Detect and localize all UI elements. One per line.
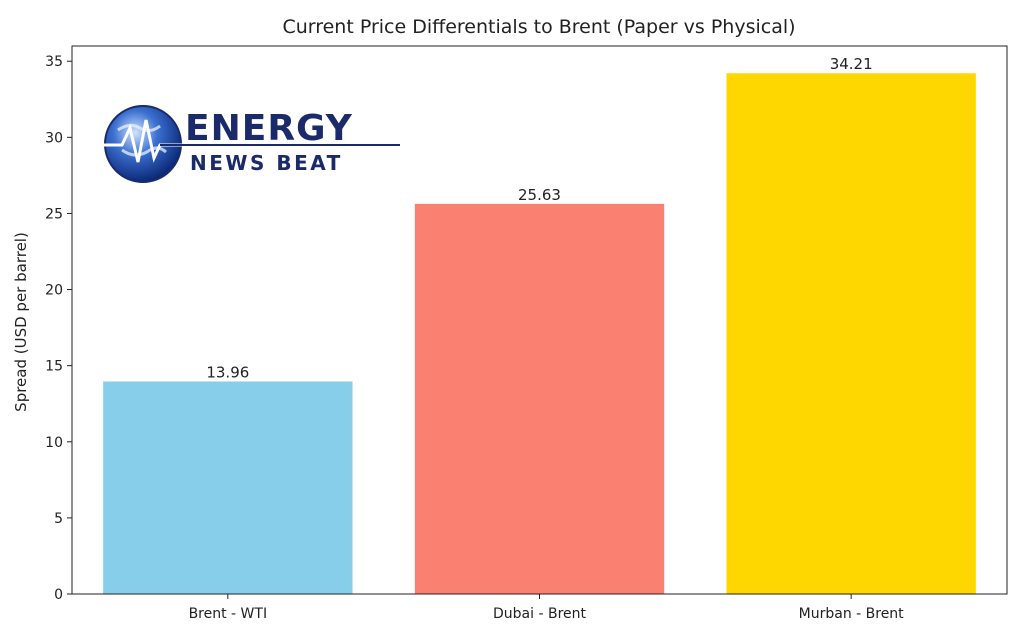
data-labels-group: 13.96 25.63 34.21 xyxy=(206,55,872,381)
globe-continents-icon xyxy=(117,123,167,157)
y-tick-label-5: 25 xyxy=(45,206,63,222)
x-axis-ticks: Brent - WTI Dubai - Brent Murban - Brent xyxy=(189,594,905,622)
bar-1 xyxy=(414,203,665,595)
energy-news-beat-logo: ENERGY NEWS BEAT xyxy=(100,105,400,183)
x-tick-label-2: Murban - Brent xyxy=(799,606,905,622)
logo-line-1: ENERGY xyxy=(185,108,353,149)
y-axis-label: Spread (USD per barrel) xyxy=(12,232,30,412)
y-tick-label-0: 0 xyxy=(54,587,63,603)
bar-0 xyxy=(103,381,353,594)
y-tick-label-1: 5 xyxy=(54,511,63,527)
x-tick-label-0: Brent - WTI xyxy=(189,606,268,622)
x-tick-label-1: Dubai - Brent xyxy=(493,606,587,622)
y-tick-label-7: 35 xyxy=(45,54,63,70)
y-tick-label-3: 15 xyxy=(45,359,63,375)
data-label-1: 25.63 xyxy=(518,186,561,204)
y-axis-ticks: 0 5 10 15 20 25 30 35 xyxy=(45,54,72,603)
y-tick-label-6: 30 xyxy=(45,130,63,146)
chart-title: Current Price Differentials to Brent (Pa… xyxy=(282,16,795,38)
data-label-0: 13.96 xyxy=(206,363,249,381)
data-label-2: 34.21 xyxy=(830,55,873,73)
logo-line-2: NEWS BEAT xyxy=(190,151,343,175)
y-tick-label-2: 10 xyxy=(45,435,63,451)
bars-group xyxy=(103,73,976,595)
y-tick-label-4: 20 xyxy=(45,283,63,299)
plot-frame xyxy=(71,45,1008,595)
pulse-line-icon xyxy=(100,119,400,163)
bar-2 xyxy=(726,73,976,594)
